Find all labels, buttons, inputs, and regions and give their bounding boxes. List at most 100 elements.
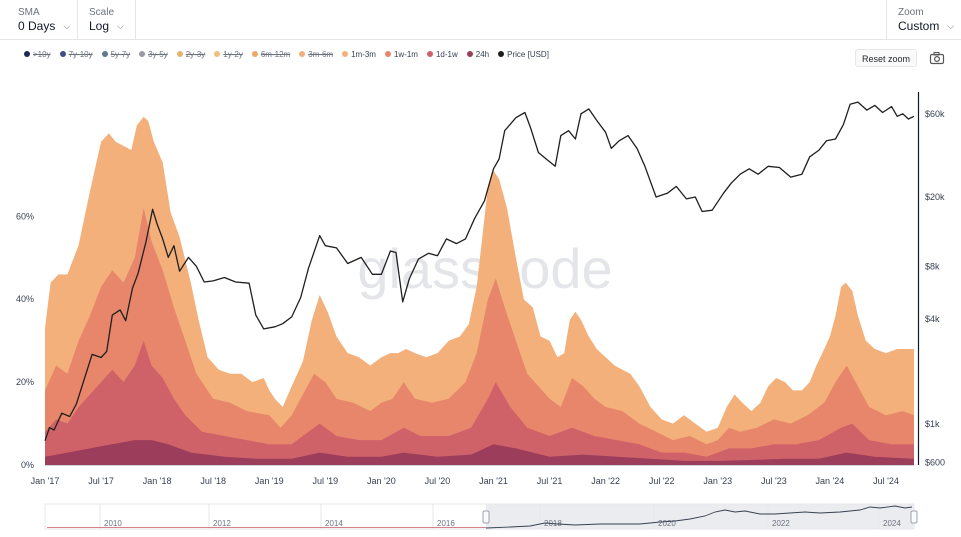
navigator-year-label: 2012 <box>213 519 231 528</box>
scale-label: Scale <box>89 7 115 18</box>
legend-label: 7y-10y <box>68 50 93 59</box>
y-left-tick-label: 20% <box>16 377 34 387</box>
legend-label: 1m-3m <box>351 50 376 59</box>
legend-item[interactable]: 7y-10y <box>59 50 93 59</box>
price-line-layer <box>44 101 915 441</box>
divider <box>886 0 887 40</box>
legend-label: 3m-6m <box>308 50 334 59</box>
navigator-price-line <box>485 505 913 529</box>
y-axis-left: 0% 20% 40% 60% <box>16 211 34 470</box>
navigator-year-label: 2022 <box>772 519 790 528</box>
legend-label: Price [USD] <box>507 50 549 59</box>
y-right-tick-label: $600 <box>925 457 945 467</box>
legend-dot-icon <box>251 51 258 57</box>
legend-dot-icon <box>139 51 146 57</box>
area-layers <box>45 116 914 466</box>
scale-value: Log <box>89 19 110 33</box>
legend-label: 24h <box>475 50 490 59</box>
reset-zoom-button[interactable]: Reset zoom <box>855 49 917 67</box>
legend-item[interactable]: 24h <box>466 50 490 59</box>
sma-label: SMA <box>18 7 40 18</box>
chart-legend: >10y 7y-10y 5y-7y 3y-5y 2y-3y 1y-2y 6m-12m 3m-6… <box>24 50 558 62</box>
camera-icon[interactable] <box>929 51 945 65</box>
divider <box>135 0 136 40</box>
legend-item[interactable]: 1d-1w <box>426 50 458 59</box>
x-axis: Jan '17 Jul '17 Jan '18 Jul '18 Jan '19 Jul '… <box>31 465 914 486</box>
price-line <box>44 101 915 441</box>
x-tick-label: Jan '17 <box>31 476 60 486</box>
x-tick-label: Jan '18 <box>143 476 172 486</box>
x-tick-label: Jan '24 <box>816 476 845 486</box>
x-tick-label: Jul '20 <box>425 476 451 486</box>
y-right-tick-label: $4k <box>925 314 940 324</box>
legend-dot-icon <box>299 51 306 57</box>
navigator-left-handle[interactable] <box>482 510 490 524</box>
x-tick-label: Jan '22 <box>591 476 620 486</box>
legend-item[interactable]: 3y-5y <box>139 50 168 59</box>
chevron-down-icon: ⌵ <box>63 21 71 31</box>
y-right-tick-label: $1k <box>925 419 940 429</box>
legend-dot-icon <box>384 51 391 57</box>
zoom-select[interactable]: Zoom Custom ⌵ <box>898 0 958 40</box>
navigator-year-label: 2016 <box>437 519 455 528</box>
legend-label: >10y <box>33 50 51 59</box>
y-right-tick-label: $60k <box>925 109 945 119</box>
y-left-tick-label: 40% <box>16 294 34 304</box>
navigator[interactable]: 2010 2012 2014 2016 2018 2020 2022 2024 <box>44 503 918 530</box>
y-right-tick-label: $20k <box>925 192 945 202</box>
legend-label: 2y-3y <box>185 50 206 59</box>
legend-dot-icon <box>498 51 505 57</box>
legend-label: 3y-5y <box>148 50 168 59</box>
legend-dot-icon <box>176 51 183 57</box>
x-tick-label: Jul '19 <box>312 476 338 486</box>
legend-item[interactable]: Price [USD] <box>498 50 549 59</box>
x-tick-label: Jan '19 <box>255 476 284 486</box>
x-tick-label: Jul '22 <box>649 476 675 486</box>
navigator-right-handle[interactable] <box>910 510 918 524</box>
area-series <box>45 116 914 466</box>
area-series <box>45 440 914 465</box>
legend-item[interactable]: 5y-7y <box>101 50 131 59</box>
x-tick-label: Jul '18 <box>200 476 226 486</box>
legend-item[interactable]: 1y-2y <box>214 50 243 59</box>
zoom-label: Zoom <box>898 7 924 18</box>
chevron-down-icon: ⌵ <box>117 21 124 31</box>
x-tick-label: Jul '21 <box>537 476 563 486</box>
navigator-year-label: 2014 <box>325 519 343 528</box>
legend-item[interactable]: 1m-3m <box>342 50 376 59</box>
x-tick-label: Jan '21 <box>479 476 508 486</box>
y-axis-right: $600 $1k $4k $8k $20k $60k <box>917 92 945 467</box>
legend-label: 5y-7y <box>110 50 131 59</box>
top-toolbar: SMA 0 Days ⌵ Scale Log ⌵ Zoom Custom ⌵ <box>0 0 961 40</box>
zoom-value: Custom <box>898 19 940 33</box>
x-tick-label: Jul '24 <box>873 476 899 486</box>
navigator-year-label: 2010 <box>104 519 122 528</box>
sma-select[interactable]: SMA 0 Days ⌵ <box>18 0 78 40</box>
divider <box>77 0 78 40</box>
navigator-selection <box>486 504 914 529</box>
legend-dot-icon <box>466 51 473 57</box>
y-right-tick-label: $8k <box>925 261 940 271</box>
legend-dot-icon <box>59 51 66 57</box>
legend-dot-icon <box>24 51 30 57</box>
legend-item[interactable]: 3m-6m <box>299 50 333 59</box>
legend-dot-icon <box>342 51 349 57</box>
legend-dot-icon <box>426 51 433 57</box>
sma-value: 0 Days <box>18 19 56 33</box>
navigator-year-label: 2024 <box>883 519 901 528</box>
legend-item[interactable]: 6m-12m <box>251 50 291 59</box>
legend-item[interactable]: 1w-1m <box>384 50 418 59</box>
legend-dot-icon <box>101 51 108 57</box>
x-tick-label: Jul '23 <box>761 476 787 486</box>
chevron-down-icon: ⌵ <box>947 21 955 31</box>
x-tick-label: Jul '17 <box>88 476 114 486</box>
legend-label: 1y-2y <box>223 50 243 59</box>
legend-item[interactable]: >10y <box>24 50 51 59</box>
navigator-year-label: 2020 <box>658 519 676 528</box>
y-left-tick-label: 60% <box>16 211 34 221</box>
legend-label: 1d-1w <box>435 50 458 59</box>
legend-label: 6m-12m <box>260 50 291 59</box>
legend-item[interactable]: 2y-3y <box>176 50 206 59</box>
scale-select[interactable]: Scale Log ⌵ <box>89 0 139 40</box>
